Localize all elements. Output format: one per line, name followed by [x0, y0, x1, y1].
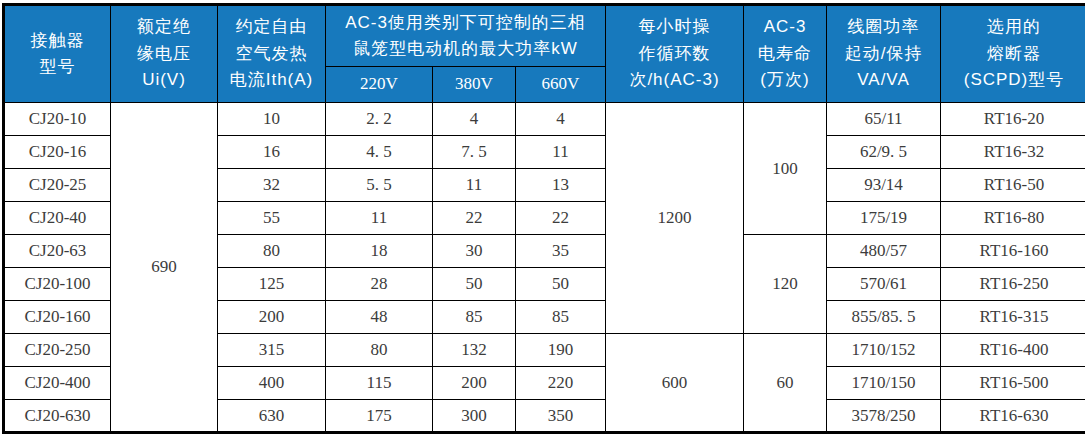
header-model: 接触器 型号	[4, 5, 111, 103]
coil-power-cell: 175/19	[827, 202, 941, 235]
kw220-cell: 4. 5	[326, 136, 433, 169]
model-cell: CJ20-16	[4, 136, 111, 169]
kw220-cell: 175	[326, 400, 433, 433]
model-cell: CJ20-630	[4, 400, 111, 433]
kw220-cell: 11	[326, 202, 433, 235]
coil-power-cell: 855/85. 5	[827, 301, 941, 334]
kw660-cell: 22	[516, 202, 606, 235]
table-row: CJ20-10 690 10 2. 2 4 4 1200 100 65/11 R…	[4, 103, 1085, 136]
kw380-cell: 132	[433, 334, 516, 367]
kw220-cell: 5. 5	[326, 169, 433, 202]
ith-cell: 630	[218, 400, 326, 433]
kw220-cell: 115	[326, 367, 433, 400]
fuse-cell: RT16-80	[941, 202, 1085, 235]
coil-power-cell: 1710/150	[827, 367, 941, 400]
fuse-cell: RT16-50	[941, 169, 1085, 202]
cycles-cell: 1200	[606, 103, 744, 334]
kw380-cell: 11	[433, 169, 516, 202]
life-cell: 100	[744, 103, 827, 235]
model-cell: CJ20-25	[4, 169, 111, 202]
fuse-cell: RT16-20	[941, 103, 1085, 136]
coil-power-cell: 62/9. 5	[827, 136, 941, 169]
header-cycles-per-hour: 每小时操 作循环数 次/h(AC-3)	[606, 5, 744, 103]
coil-power-cell: 480/57	[827, 235, 941, 268]
ith-cell: 16	[218, 136, 326, 169]
kw220-cell: 80	[326, 334, 433, 367]
header-ac3-power-group: AC-3使用类别下可控制的三相 鼠笼型电动机的最大功率kW	[326, 5, 606, 67]
header-row-group: 接触器 型号 额定绝 缘电压 Ui(V) 约定自由 空气发热 电流Ith(A) …	[4, 5, 1085, 67]
header-fuse-type: 选用的 熔断器 (SCPD)型号	[941, 5, 1085, 103]
kw660-cell: 11	[516, 136, 606, 169]
kw220-cell: 18	[326, 235, 433, 268]
coil-power-cell: 93/14	[827, 169, 941, 202]
kw660-cell: 220	[516, 367, 606, 400]
model-cell: CJ20-250	[4, 334, 111, 367]
ith-cell: 10	[218, 103, 326, 136]
kw660-cell: 4	[516, 103, 606, 136]
kw660-cell: 13	[516, 169, 606, 202]
ith-cell: 400	[218, 367, 326, 400]
header-660v: 660V	[516, 67, 606, 103]
kw660-cell: 190	[516, 334, 606, 367]
header-ac3-life: AC-3 电寿命 (万次)	[744, 5, 827, 103]
life-cell: 60	[744, 334, 827, 433]
fuse-cell: RT16-32	[941, 136, 1085, 169]
coil-power-cell: 570/61	[827, 268, 941, 301]
model-cell: CJ20-400	[4, 367, 111, 400]
coil-power-cell: 3578/250	[827, 400, 941, 433]
fuse-cell: RT16-630	[941, 400, 1085, 433]
life-cell: 120	[744, 235, 827, 334]
kw660-cell: 35	[516, 235, 606, 268]
model-cell: CJ20-63	[4, 235, 111, 268]
kw220-cell: 2. 2	[326, 103, 433, 136]
kw380-cell: 30	[433, 235, 516, 268]
coil-power-cell: 65/11	[827, 103, 941, 136]
kw380-cell: 200	[433, 367, 516, 400]
coil-power-cell: 1710/152	[827, 334, 941, 367]
kw380-cell: 50	[433, 268, 516, 301]
fuse-cell: RT16-400	[941, 334, 1085, 367]
ith-cell: 32	[218, 169, 326, 202]
model-cell: CJ20-40	[4, 202, 111, 235]
model-cell: CJ20-10	[4, 103, 111, 136]
ith-cell: 55	[218, 202, 326, 235]
kw660-cell: 50	[516, 268, 606, 301]
kw380-cell: 22	[433, 202, 516, 235]
kw380-cell: 4	[433, 103, 516, 136]
ith-cell: 125	[218, 268, 326, 301]
contactor-spec-table: 接触器 型号 额定绝 缘电压 Ui(V) 约定自由 空气发热 电流Ith(A) …	[2, 3, 1085, 434]
fuse-cell: RT16-315	[941, 301, 1085, 334]
ith-cell: 80	[218, 235, 326, 268]
kw660-cell: 350	[516, 400, 606, 433]
fuse-cell: RT16-160	[941, 235, 1085, 268]
fuse-cell: RT16-500	[941, 367, 1085, 400]
kw220-cell: 28	[326, 268, 433, 301]
table-body: CJ20-10 690 10 2. 2 4 4 1200 100 65/11 R…	[4, 103, 1085, 433]
fuse-cell: RT16-250	[941, 268, 1085, 301]
kw380-cell: 7. 5	[433, 136, 516, 169]
header-220v: 220V	[326, 67, 433, 103]
ui-voltage-cell: 690	[111, 103, 218, 433]
ith-cell: 200	[218, 301, 326, 334]
model-cell: CJ20-100	[4, 268, 111, 301]
table-header: 接触器 型号 额定绝 缘电压 Ui(V) 约定自由 空气发热 电流Ith(A) …	[4, 5, 1085, 103]
kw660-cell: 85	[516, 301, 606, 334]
header-coil-power: 线圈功率 起动/保持 VA/VA	[827, 5, 941, 103]
header-thermal-current: 约定自由 空气发热 电流Ith(A)	[218, 5, 326, 103]
header-insulation-voltage: 额定绝 缘电压 Ui(V)	[111, 5, 218, 103]
kw380-cell: 300	[433, 400, 516, 433]
kw380-cell: 85	[433, 301, 516, 334]
ith-cell: 315	[218, 334, 326, 367]
cycles-cell: 600	[606, 334, 744, 433]
datasheet-page: 接触器 型号 额定绝 缘电压 Ui(V) 约定自由 空气发热 电流Ith(A) …	[0, 0, 1085, 440]
header-380v: 380V	[433, 67, 516, 103]
kw220-cell: 48	[326, 301, 433, 334]
model-cell: CJ20-160	[4, 301, 111, 334]
